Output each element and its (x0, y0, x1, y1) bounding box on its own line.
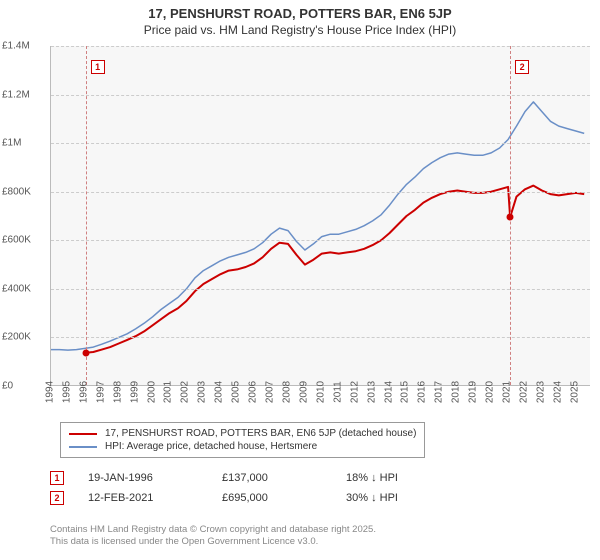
marker-dot-2 (507, 214, 514, 221)
legend: 17, PENSHURST ROAD, POTTERS BAR, EN6 5JP… (60, 422, 425, 458)
footer: Contains HM Land Registry data © Crown c… (50, 524, 590, 549)
x-axis-label: 2021 (502, 381, 513, 403)
x-axis-label: 2019 (468, 381, 479, 403)
sales-row-1: 1 19-JAN-1996 £137,000 18% ↓ HPI (50, 468, 590, 488)
sale-date-1: 19-JAN-1996 (88, 472, 198, 484)
title-block: 17, PENSHURST ROAD, POTTERS BAR, EN6 5JP… (0, 0, 600, 37)
legend-label-hpi: HPI: Average price, detached house, Hert… (105, 441, 317, 452)
sale-date-2: 12-FEB-2021 (88, 492, 198, 504)
marker-line-1 (86, 46, 87, 385)
x-axis-label: 2006 (248, 381, 259, 403)
title-line-1: 17, PENSHURST ROAD, POTTERS BAR, EN6 5JP (0, 6, 600, 21)
x-axis-label: 2009 (298, 381, 309, 403)
x-axis-label: 2017 (434, 381, 445, 403)
y-axis-label: £1.2M (2, 89, 52, 100)
x-axis-label: 2004 (214, 381, 225, 403)
x-axis-label: 2023 (535, 381, 546, 403)
x-axis-label: 2002 (180, 381, 191, 403)
x-axis-label: 2007 (265, 381, 276, 403)
marker-dot-1 (82, 349, 89, 356)
sale-price-1: £137,000 (222, 472, 322, 484)
y-axis-label: £1M (2, 138, 52, 149)
sale-marker-1: 1 (50, 471, 64, 485)
x-axis-label: 2018 (451, 381, 462, 403)
x-axis-label: 2003 (197, 381, 208, 403)
x-axis-label: 2016 (417, 381, 428, 403)
marker-box-2: 2 (515, 60, 529, 74)
legend-swatch-hpi (69, 446, 97, 448)
y-axis-label: £800K (2, 186, 52, 197)
x-axis-label: 1994 (45, 381, 56, 403)
x-axis-label: 1999 (129, 381, 140, 403)
x-axis-label: 2022 (518, 381, 529, 403)
x-axis-label: 2010 (315, 381, 326, 403)
marker-box-1: 1 (91, 60, 105, 74)
y-axis-label: £200K (2, 332, 52, 343)
sales-table: 1 19-JAN-1996 £137,000 18% ↓ HPI 2 12-FE… (50, 468, 590, 508)
x-axis-label: 1997 (95, 381, 106, 403)
y-axis-label: £600K (2, 235, 52, 246)
chart-container: 17, PENSHURST ROAD, POTTERS BAR, EN6 5JP… (0, 0, 600, 560)
legend-item-price: 17, PENSHURST ROAD, POTTERS BAR, EN6 5JP… (69, 427, 416, 440)
series-hpi (51, 102, 584, 350)
sale-delta-1: 18% ↓ HPI (346, 472, 456, 484)
x-axis-label: 2011 (332, 381, 343, 403)
y-axis-label: £1.4M (2, 41, 52, 52)
sale-delta-2: 30% ↓ HPI (346, 492, 456, 504)
x-axis-label: 2025 (569, 381, 580, 403)
sale-price-2: £695,000 (222, 492, 322, 504)
x-axis-label: 2012 (349, 381, 360, 403)
x-axis-label: 1996 (78, 381, 89, 403)
plot-area (50, 46, 590, 386)
sales-row-2: 2 12-FEB-2021 £695,000 30% ↓ HPI (50, 488, 590, 508)
x-axis-label: 2014 (383, 381, 394, 403)
footer-line-1: Contains HM Land Registry data © Crown c… (50, 524, 590, 536)
legend-item-hpi: HPI: Average price, detached house, Hert… (69, 440, 416, 453)
x-axis-label: 2013 (366, 381, 377, 403)
x-axis-label: 2005 (231, 381, 242, 403)
x-axis-label: 2015 (400, 381, 411, 403)
title-line-2: Price paid vs. HM Land Registry's House … (0, 23, 600, 37)
footer-line-2: This data is licensed under the Open Gov… (50, 536, 590, 548)
x-axis-label: 2001 (163, 381, 174, 403)
x-axis-label: 1995 (61, 381, 72, 403)
sale-marker-2: 2 (50, 491, 64, 505)
x-axis-label: 2024 (552, 381, 563, 403)
x-axis-label: 1998 (112, 381, 123, 403)
legend-swatch-price (69, 433, 97, 435)
x-axis-label: 2008 (281, 381, 292, 403)
y-axis-label: £400K (2, 283, 52, 294)
x-axis-label: 2020 (485, 381, 496, 403)
x-axis-label: 2000 (146, 381, 157, 403)
legend-label-price: 17, PENSHURST ROAD, POTTERS BAR, EN6 5JP… (105, 428, 416, 439)
